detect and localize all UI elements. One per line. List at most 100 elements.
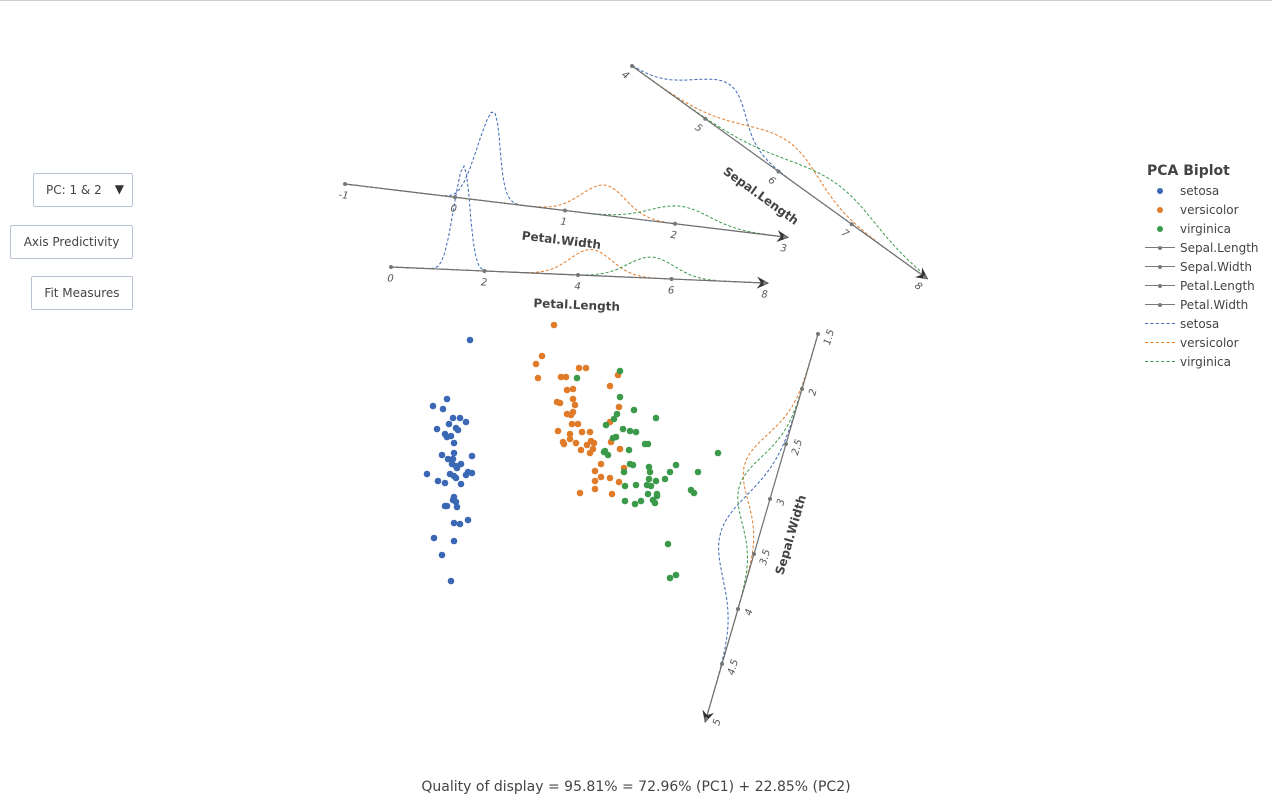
data-point-versicolor[interactable] bbox=[586, 428, 594, 436]
data-point-versicolor[interactable] bbox=[532, 360, 540, 368]
data-point-versicolor[interactable] bbox=[550, 321, 558, 329]
data-point-versicolor[interactable] bbox=[556, 399, 564, 407]
data-point-virginica[interactable] bbox=[610, 415, 618, 423]
data-point-setosa[interactable] bbox=[449, 414, 457, 422]
data-point-setosa[interactable] bbox=[449, 455, 457, 463]
data-point-versicolor[interactable] bbox=[583, 441, 591, 449]
data-point-versicolor[interactable] bbox=[591, 467, 599, 475]
axis-predictivity-button[interactable]: Axis Predictivity bbox=[10, 225, 133, 259]
data-point-setosa[interactable] bbox=[450, 439, 458, 447]
data-point-setosa[interactable] bbox=[447, 577, 455, 585]
fit-measures-button[interactable]: Fit Measures bbox=[31, 276, 133, 310]
data-point-versicolor[interactable] bbox=[606, 382, 614, 390]
data-point-versicolor[interactable] bbox=[591, 477, 599, 485]
data-point-virginica[interactable] bbox=[653, 492, 661, 500]
data-point-versicolor[interactable] bbox=[538, 352, 546, 360]
legend-item[interactable]: virginica bbox=[1145, 219, 1259, 238]
data-point-setosa[interactable] bbox=[439, 405, 447, 413]
data-point-setosa[interactable] bbox=[454, 426, 462, 434]
data-point-versicolor[interactable] bbox=[597, 473, 605, 481]
data-point-virginica[interactable] bbox=[625, 446, 633, 454]
legend-item[interactable]: virginica bbox=[1145, 352, 1259, 371]
data-point-virginica[interactable] bbox=[632, 481, 640, 489]
data-point-versicolor[interactable] bbox=[590, 439, 598, 447]
data-point-virginica[interactable] bbox=[666, 468, 674, 476]
data-point-setosa[interactable] bbox=[429, 402, 437, 410]
data-point-setosa[interactable] bbox=[453, 464, 461, 472]
data-point-setosa[interactable] bbox=[468, 469, 476, 477]
data-point-versicolor[interactable] bbox=[557, 373, 565, 381]
data-point-virginica[interactable] bbox=[645, 475, 653, 483]
legend-item[interactable]: setosa bbox=[1145, 181, 1259, 200]
data-point-versicolor[interactable] bbox=[569, 385, 577, 393]
data-point-virginica[interactable] bbox=[644, 490, 652, 498]
data-point-virginica[interactable] bbox=[652, 414, 660, 422]
data-point-versicolor[interactable] bbox=[606, 474, 614, 482]
data-point-versicolor[interactable] bbox=[562, 373, 570, 381]
data-point-versicolor[interactable] bbox=[582, 364, 590, 372]
data-point-virginica[interactable] bbox=[652, 477, 660, 485]
data-point-virginica[interactable] bbox=[616, 367, 624, 375]
data-point-setosa[interactable] bbox=[457, 460, 465, 468]
data-point-versicolor[interactable] bbox=[569, 395, 577, 403]
data-point-virginica[interactable] bbox=[672, 461, 680, 469]
data-point-virginica[interactable] bbox=[694, 468, 702, 476]
data-point-virginica[interactable] bbox=[626, 427, 634, 435]
data-point-versicolor[interactable] bbox=[567, 411, 575, 419]
data-point-setosa[interactable] bbox=[452, 474, 460, 482]
legend-item[interactable]: versicolor bbox=[1145, 200, 1259, 219]
data-point-setosa[interactable] bbox=[438, 451, 446, 459]
data-point-setosa[interactable] bbox=[423, 470, 431, 478]
data-point-setosa[interactable] bbox=[450, 519, 458, 527]
data-point-virginica[interactable] bbox=[644, 440, 652, 448]
data-point-virginica[interactable] bbox=[632, 428, 640, 436]
data-point-virginica[interactable] bbox=[651, 499, 659, 507]
data-point-versicolor[interactable] bbox=[591, 485, 599, 493]
data-point-versicolor[interactable] bbox=[577, 446, 585, 454]
data-point-virginica[interactable] bbox=[573, 374, 581, 382]
data-point-virginica[interactable] bbox=[619, 425, 627, 433]
data-point-versicolor[interactable] bbox=[578, 428, 586, 436]
data-point-versicolor[interactable] bbox=[566, 430, 574, 438]
data-point-versicolor[interactable] bbox=[576, 489, 584, 497]
data-point-versicolor[interactable] bbox=[608, 490, 616, 498]
data-point-versicolor[interactable] bbox=[571, 401, 579, 409]
data-point-versicolor[interactable] bbox=[560, 440, 568, 448]
data-point-versicolor[interactable] bbox=[574, 420, 582, 428]
data-point-virginica[interactable] bbox=[613, 410, 621, 418]
data-point-versicolor[interactable] bbox=[534, 374, 542, 382]
data-point-versicolor[interactable] bbox=[566, 435, 574, 443]
data-point-virginica[interactable] bbox=[661, 475, 669, 483]
data-point-setosa[interactable] bbox=[450, 449, 458, 457]
data-point-setosa[interactable] bbox=[450, 537, 458, 545]
data-point-setosa[interactable] bbox=[464, 516, 472, 524]
data-point-virginica[interactable] bbox=[612, 433, 620, 441]
data-point-setosa[interactable] bbox=[443, 502, 451, 510]
legend-item[interactable]: versicolor bbox=[1145, 333, 1259, 352]
data-point-setosa[interactable] bbox=[452, 498, 460, 506]
data-point-setosa[interactable] bbox=[457, 480, 465, 488]
data-point-virginica[interactable] bbox=[604, 451, 612, 459]
data-point-virginica[interactable] bbox=[645, 463, 653, 471]
legend-item[interactable]: Petal.Width bbox=[1145, 295, 1259, 314]
data-point-setosa[interactable] bbox=[456, 520, 464, 528]
legend-item[interactable]: Petal.Length bbox=[1145, 276, 1259, 295]
data-point-setosa[interactable] bbox=[453, 503, 461, 511]
data-point-virginica[interactable] bbox=[629, 461, 637, 469]
pc-select[interactable]: PC: 1 & 2 ▼ bbox=[33, 173, 133, 207]
data-point-virginica[interactable] bbox=[714, 449, 722, 457]
legend-item[interactable]: Sepal.Width bbox=[1145, 257, 1259, 276]
data-point-virginica[interactable] bbox=[637, 497, 645, 505]
data-point-versicolor[interactable] bbox=[616, 445, 624, 453]
data-point-virginica[interactable] bbox=[666, 574, 674, 582]
data-point-virginica[interactable] bbox=[621, 482, 629, 490]
data-point-setosa[interactable] bbox=[441, 479, 449, 487]
data-point-virginica[interactable] bbox=[664, 540, 672, 548]
data-point-virginica[interactable] bbox=[646, 468, 654, 476]
data-point-versicolor[interactable] bbox=[554, 427, 562, 435]
data-point-setosa[interactable] bbox=[462, 418, 470, 426]
data-point-setosa[interactable] bbox=[434, 477, 442, 485]
data-point-versicolor[interactable] bbox=[615, 403, 623, 411]
data-point-virginica[interactable] bbox=[620, 468, 628, 476]
data-point-virginica[interactable] bbox=[621, 497, 629, 505]
